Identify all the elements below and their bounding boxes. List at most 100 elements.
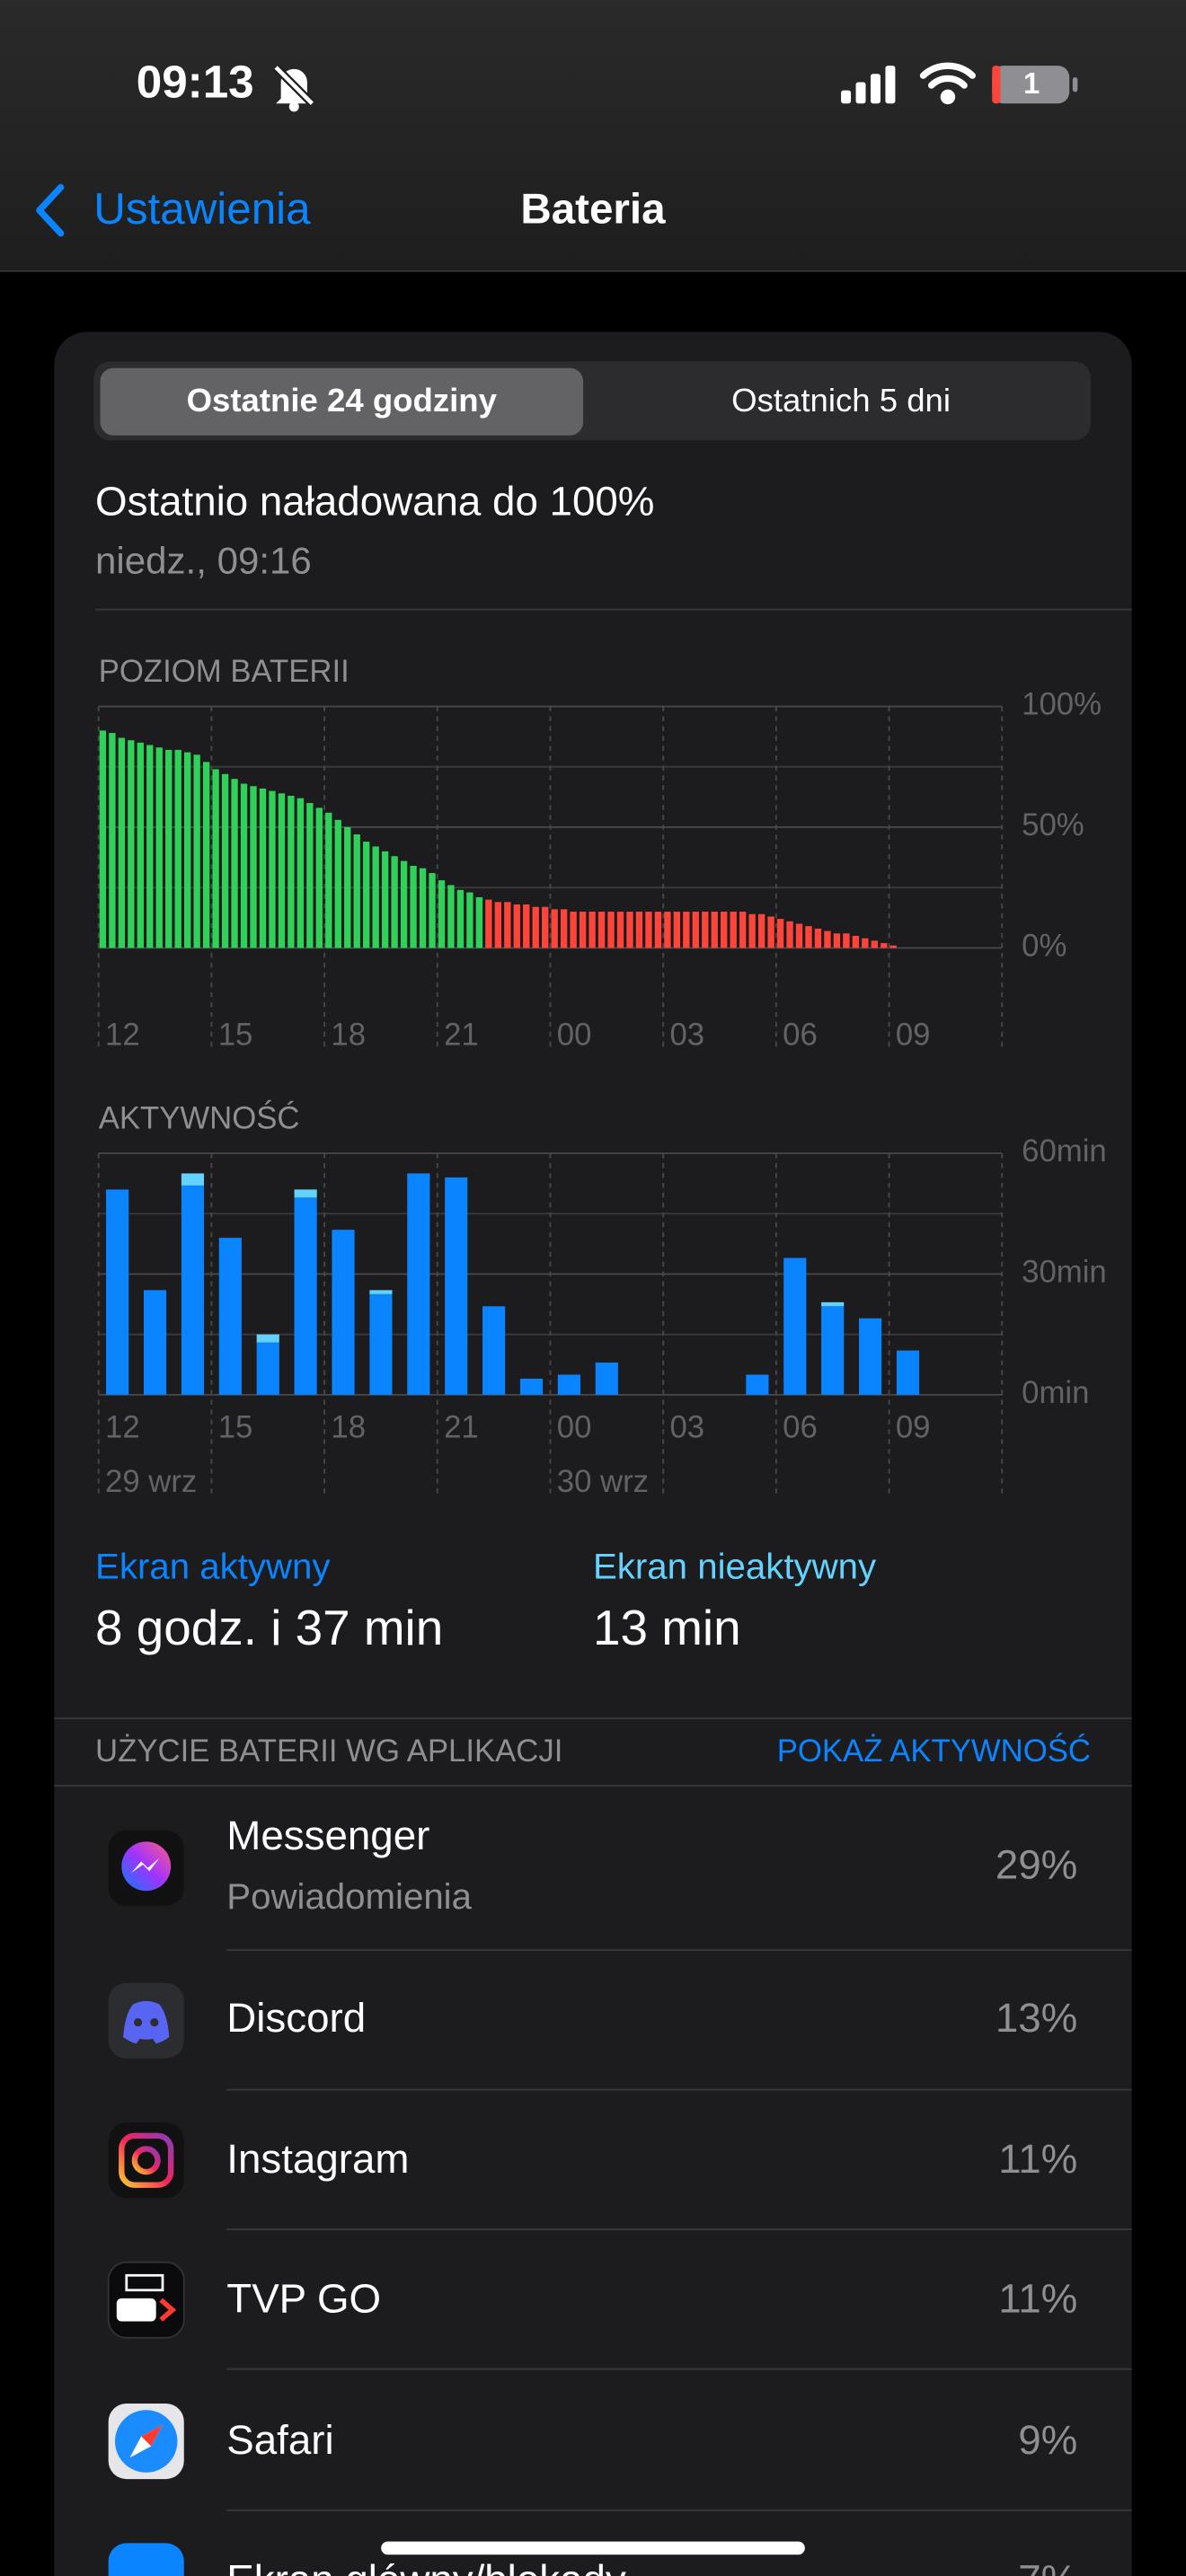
bar xyxy=(645,912,652,948)
bar xyxy=(181,1173,205,1186)
bar xyxy=(306,803,314,948)
app-row[interactable]: Instagram 11% xyxy=(108,2122,1078,2199)
bar xyxy=(193,754,200,948)
legend-label: Ekran aktywny xyxy=(95,1546,331,1586)
show-activity[interactable]: POKAŻ AKTYWNOŚĆ xyxy=(777,1733,1091,1769)
bar xyxy=(513,904,520,948)
bar xyxy=(212,769,219,948)
bar xyxy=(560,909,568,948)
bar xyxy=(783,1257,807,1395)
x-tick-label: 09 xyxy=(896,1018,931,1052)
app-detail: Powiadomienia xyxy=(226,1876,472,1917)
app-row[interactable]: Messenger Powiadomienia 29% xyxy=(108,1813,1078,1917)
bar xyxy=(683,912,690,948)
bar xyxy=(278,793,286,948)
bar xyxy=(757,913,766,948)
y-tick-label: 50% xyxy=(1022,808,1084,842)
bar xyxy=(146,745,154,948)
bar xyxy=(353,834,360,948)
bar xyxy=(250,786,257,948)
bar xyxy=(456,889,465,948)
bar xyxy=(419,868,427,948)
bar xyxy=(551,909,558,948)
app-name: Messenger xyxy=(226,1813,429,1858)
bar xyxy=(746,1374,769,1395)
bar xyxy=(626,912,633,948)
bar xyxy=(369,1293,393,1395)
bar xyxy=(410,865,417,948)
bar xyxy=(896,1350,920,1395)
bar xyxy=(143,1290,167,1395)
bar xyxy=(181,1185,205,1395)
bar xyxy=(616,912,624,948)
bar xyxy=(256,1334,279,1343)
back-chevron[interactable] xyxy=(36,183,65,237)
wifi-icon xyxy=(919,62,976,105)
bar xyxy=(607,912,615,948)
y-tick-label: 30min xyxy=(1022,1256,1107,1290)
bar xyxy=(381,851,389,948)
segment-selected[interactable] xyxy=(100,367,584,436)
bar xyxy=(786,921,793,948)
bar xyxy=(391,856,398,948)
app-name: Ekran główny/blokady xyxy=(226,2556,626,2576)
bar xyxy=(589,912,596,948)
app-percent: 9% xyxy=(1018,2417,1077,2463)
bar xyxy=(325,812,332,948)
app-percent: 11% xyxy=(998,2136,1077,2182)
bar xyxy=(400,860,408,948)
bar xyxy=(805,926,812,948)
x-tick-label: 06 xyxy=(783,1018,818,1052)
chart-title: POZIOM BATERII xyxy=(99,655,350,689)
bar xyxy=(532,906,539,948)
bar xyxy=(494,902,501,948)
bar xyxy=(369,1290,393,1294)
app-row[interactable]: Discord 13% xyxy=(108,1982,1078,2059)
bar xyxy=(702,912,709,948)
x-tick-label: 09 xyxy=(896,1410,931,1444)
bar xyxy=(821,1306,845,1395)
bar xyxy=(557,1374,580,1395)
segment[interactable]: Ostatnie 24 godziny xyxy=(187,382,498,419)
bar xyxy=(202,762,210,948)
bar xyxy=(482,1306,506,1395)
bar xyxy=(871,940,878,948)
bar xyxy=(890,945,897,948)
bar xyxy=(407,1173,430,1395)
bar xyxy=(332,1230,355,1395)
segment[interactable]: Ostatnich 5 dni xyxy=(731,382,951,419)
app-name: Safari xyxy=(226,2417,333,2463)
bar xyxy=(334,819,341,948)
bar xyxy=(579,912,587,948)
bar xyxy=(294,1197,317,1395)
back-button[interactable]: Ustawienia xyxy=(93,184,311,234)
bar xyxy=(852,935,860,948)
x-tick-label: 06 xyxy=(783,1410,818,1444)
bar xyxy=(523,904,530,948)
app-icon-glyph xyxy=(131,1857,160,1874)
bar xyxy=(475,896,483,948)
x-tick-label: 15 xyxy=(218,1018,253,1052)
app-row[interactable]: Safari 9% xyxy=(108,2403,1078,2480)
app-row[interactable]: TVP GO 11% xyxy=(107,2261,1078,2339)
bar xyxy=(814,928,822,948)
signal-icon xyxy=(841,66,896,104)
top-bar xyxy=(0,0,1186,271)
app-row[interactable]: Ekran główny/blokady 7% xyxy=(108,2543,1078,2576)
app-name: TVP GO xyxy=(226,2276,381,2322)
x-tick-label: 12 xyxy=(105,1018,140,1052)
y-tick-label: 0min xyxy=(1022,1376,1089,1410)
x-tick-label: 18 xyxy=(331,1410,366,1444)
bar xyxy=(344,826,351,948)
app-icon-glyph xyxy=(121,1841,172,1892)
bar xyxy=(542,906,549,948)
bar xyxy=(721,912,728,948)
bar xyxy=(445,1177,468,1395)
bar xyxy=(519,1378,544,1395)
bar xyxy=(256,1342,279,1395)
card xyxy=(54,331,1132,2576)
bar xyxy=(184,752,191,948)
x-tick-label: 00 xyxy=(557,1018,592,1052)
x-tick-label: 00 xyxy=(557,1410,592,1444)
